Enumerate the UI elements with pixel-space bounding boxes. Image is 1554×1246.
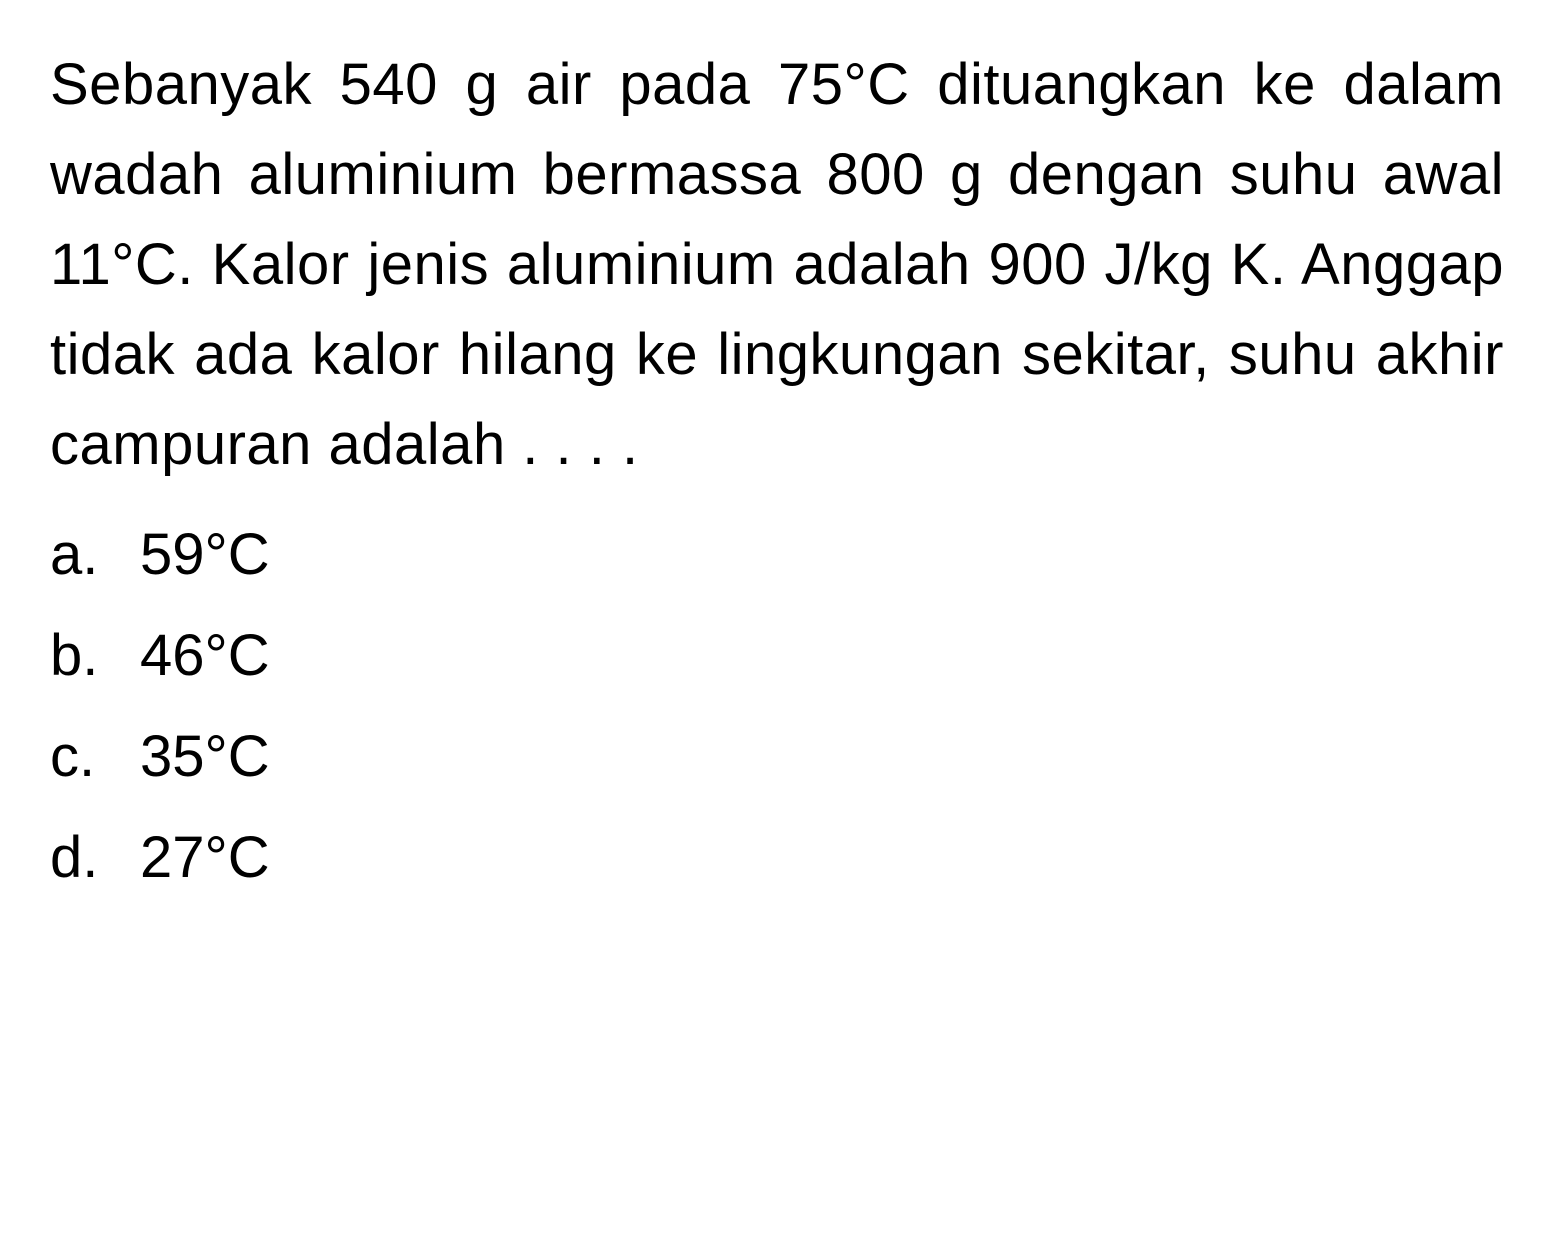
options-list: a. 59°C b. 46°C c. 35°C d. 27°C (50, 509, 1504, 904)
option-c-letter: c. (50, 711, 140, 804)
option-d-letter: d. (50, 812, 140, 905)
option-a-letter: a. (50, 509, 140, 602)
option-c: c. 35°C (50, 711, 1504, 804)
option-d: d. 27°C (50, 812, 1504, 905)
option-b: b. 46°C (50, 610, 1504, 703)
option-a: a. 59°C (50, 509, 1504, 602)
option-d-value: 27°C (140, 812, 1504, 905)
option-c-value: 35°C (140, 711, 1504, 804)
option-b-value: 46°C (140, 610, 1504, 703)
option-b-letter: b. (50, 610, 140, 703)
option-a-value: 59°C (140, 509, 1504, 602)
question-text: Sebanyak 540 g air pada 75°C dituangkan … (50, 40, 1504, 489)
